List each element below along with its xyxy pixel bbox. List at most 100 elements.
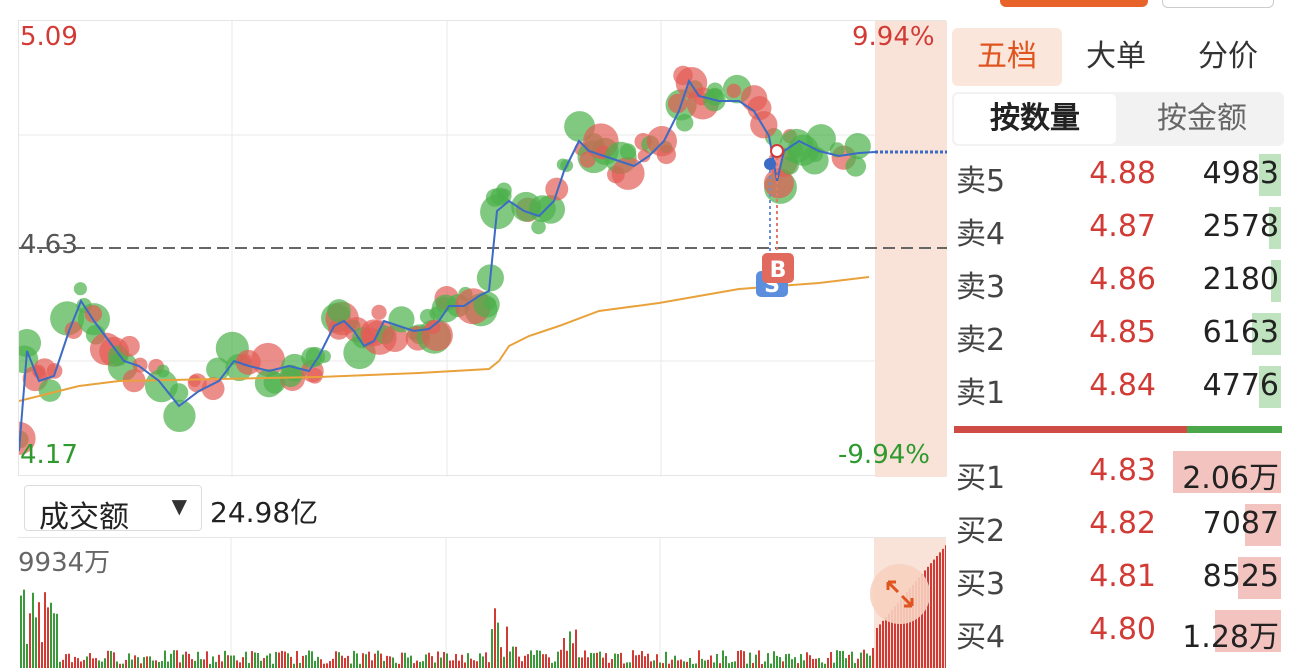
buy-level-row[interactable]: 买4 4.80 1.28万	[948, 604, 1289, 656]
sell-level-price: 4.86	[1089, 262, 1156, 297]
buy-level-row[interactable]: 买1 4.83 2.06万	[948, 445, 1289, 497]
volume-bar	[221, 661, 223, 668]
sell-level-row[interactable]: 卖5 4.88 4983	[948, 148, 1289, 200]
buy-level-row[interactable]: 买3 4.81 8525	[948, 551, 1289, 603]
buy-level-volume: 7087	[1202, 506, 1279, 541]
volume-bar	[854, 663, 856, 668]
volume-bar	[701, 658, 703, 668]
buy-level-name: 买4	[956, 620, 1006, 655]
volume-bar	[272, 663, 274, 668]
pct-low-label: -9.94%	[838, 440, 930, 470]
volume-bar	[903, 595, 905, 668]
buy-level-volume: 1.28万	[1182, 620, 1279, 655]
volume-bar	[833, 662, 835, 668]
volume-bar	[773, 651, 775, 668]
volume-bar	[912, 584, 914, 668]
volume-bar	[869, 655, 871, 668]
tab-price-split[interactable]: 分价	[1198, 39, 1258, 74]
volume-bar	[476, 661, 478, 668]
volume-bar	[629, 662, 631, 668]
volume-bar	[812, 658, 814, 668]
toggle-by-quantity[interactable]: 按数量	[954, 94, 1116, 144]
volume-bar	[900, 599, 902, 668]
volume-bar	[761, 663, 763, 668]
sell-level-row[interactable]: 卖2 4.85 6163	[948, 307, 1289, 359]
volume-bar	[335, 651, 337, 668]
volume-metric-label: 成交额	[39, 500, 129, 535]
volume-bar	[752, 662, 754, 668]
buy-level-price: 4.80	[1089, 612, 1156, 647]
grid	[19, 21, 947, 477]
tab-big-orders[interactable]: 大单	[1086, 39, 1146, 74]
intraday-price-chart[interactable]: S B	[2, 20, 947, 477]
volume-bar	[698, 650, 700, 668]
buy-volume-bar	[1245, 504, 1281, 546]
top-action-button[interactable]	[1000, 0, 1148, 7]
sell-level-row[interactable]: 卖4 4.87 2578	[948, 201, 1289, 253]
trade-bubble	[806, 124, 836, 154]
buy-level-price: 4.82	[1089, 506, 1156, 541]
volume-metric-dropdown[interactable]: 成交额 ▼	[24, 485, 202, 535]
volume-bar	[602, 657, 604, 668]
volume-bar	[362, 653, 364, 668]
tab-five-levels[interactable]: 五档	[952, 28, 1062, 86]
volume-bar	[581, 657, 583, 668]
volume-bar	[407, 657, 409, 668]
volume-bar	[329, 661, 331, 668]
volume-bar	[224, 650, 226, 668]
volume-bar	[455, 654, 457, 668]
volume-bar	[767, 653, 769, 668]
volume-bar	[35, 617, 37, 668]
buy-level-name: 买2	[956, 514, 1006, 549]
volume-bar	[710, 655, 712, 668]
volume-bar	[927, 566, 929, 668]
volume-bar	[821, 662, 823, 668]
volume-bar	[302, 655, 304, 668]
volume-bar	[425, 654, 427, 668]
trade-bubble	[163, 399, 196, 433]
volume-bar	[65, 654, 67, 668]
volume-bar	[125, 659, 127, 668]
trade-bubble	[646, 126, 678, 157]
volume-bar	[248, 663, 250, 668]
volume-chart[interactable]	[18, 537, 947, 668]
volume-bar	[704, 660, 706, 668]
volume-bar	[915, 581, 917, 668]
sell-level-row[interactable]: 卖3 4.86 2180	[948, 254, 1289, 306]
volume-bar	[734, 661, 736, 668]
volume-bar	[521, 661, 523, 668]
buy-marker[interactable]: B	[762, 253, 794, 283]
volume-bar	[53, 613, 55, 668]
volume-bar	[137, 657, 139, 668]
volume-bar	[680, 659, 682, 668]
volume-bar	[26, 643, 28, 668]
buy-sell-balance-bar	[954, 426, 1282, 433]
sell-level-row[interactable]: 卖1 4.84 4776	[948, 360, 1289, 412]
trade-bubble	[156, 364, 170, 378]
volume-bar	[909, 588, 911, 668]
top-secondary-button[interactable]	[1162, 0, 1274, 8]
sell-level-price: 4.88	[1089, 156, 1156, 191]
volume-bar	[665, 651, 667, 668]
buy-level-row[interactable]: 买2 4.82 7087	[948, 498, 1289, 550]
volume-bar	[20, 595, 22, 668]
toggle-by-amount[interactable]: 按金额	[1157, 101, 1247, 136]
trade-bubble	[531, 219, 546, 235]
volume-bar	[608, 662, 610, 668]
volume-bar	[188, 653, 190, 668]
volume-bar	[281, 650, 283, 668]
volume-bar	[921, 574, 923, 668]
volume-bar	[779, 657, 781, 668]
volume-bar	[794, 657, 796, 668]
sell-level-name: 卖3	[956, 270, 1006, 305]
volume-bar	[239, 662, 241, 668]
volume-bar	[659, 662, 661, 668]
volume-bar	[305, 655, 307, 668]
sell-level-volume: 4983	[1202, 156, 1279, 191]
volume-bar	[653, 660, 655, 668]
volume-bar	[200, 659, 202, 668]
expand-icon[interactable]	[870, 564, 930, 624]
volume-bar	[728, 663, 730, 668]
buy-level-volume: 8525	[1202, 559, 1279, 594]
volume-chart-svg	[20, 538, 947, 668]
